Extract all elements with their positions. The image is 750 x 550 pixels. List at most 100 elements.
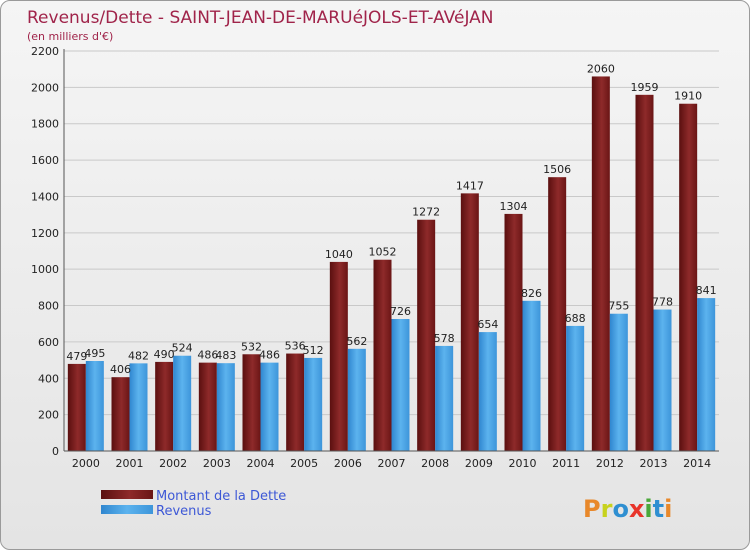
bar-revenus: [173, 355, 192, 451]
bar-dette: [242, 354, 261, 451]
y-tick-label: 1200: [31, 227, 59, 240]
x-tick-label: 2014: [683, 457, 711, 470]
x-tick-label: 2005: [290, 457, 318, 470]
y-tick-label: 2000: [31, 81, 59, 94]
brand-letter: i: [644, 495, 652, 523]
data-label: 1040: [325, 248, 353, 261]
brand-letter: o: [612, 495, 629, 523]
x-tick-label: 2012: [596, 457, 624, 470]
bar-dette: [286, 353, 305, 451]
bar-revenus: [304, 357, 323, 451]
x-tick-label: 2007: [378, 457, 406, 470]
data-label: 1417: [456, 179, 484, 192]
legend-label-revenus: Revenus: [156, 504, 212, 519]
x-tick-label: 2010: [509, 457, 537, 470]
data-label: 490: [154, 348, 175, 361]
legend-swatch-revenus: [101, 505, 153, 514]
bar-dette: [417, 219, 436, 451]
legend-label-dette: Montant de la Dette: [156, 489, 286, 504]
bar-dette: [329, 261, 348, 451]
x-tick-label: 2011: [552, 457, 580, 470]
bar-dette: [373, 259, 392, 451]
y-tick-label: 2200: [31, 45, 59, 58]
data-label: 486: [197, 349, 218, 362]
x-tick-label: 2000: [72, 457, 100, 470]
brand-letter: i: [664, 495, 672, 523]
data-label: 726: [390, 305, 411, 318]
data-label: 755: [608, 300, 629, 313]
data-label: 482: [128, 349, 149, 362]
bar-revenus: [129, 363, 148, 451]
data-label: 1959: [631, 81, 659, 94]
chart-title: Revenus/Dette - SAINT-JEAN-DE-MARUéJOLS-…: [27, 8, 494, 28]
legend-swatch-dette: [101, 490, 153, 499]
bar-revenus: [216, 363, 235, 451]
x-tick-label: 2004: [247, 457, 275, 470]
x-tick-label: 2008: [421, 457, 449, 470]
data-label: 536: [285, 340, 306, 353]
data-label: 1506: [543, 163, 571, 176]
y-tick-label: 1400: [31, 190, 59, 203]
data-label: 479: [66, 350, 87, 363]
bar-revenus: [478, 332, 497, 451]
y-tick-label: 200: [38, 409, 59, 422]
data-label: 532: [241, 340, 262, 353]
bar-revenus: [260, 362, 279, 451]
bar-revenus: [522, 300, 541, 451]
x-tick-label: 2009: [465, 457, 493, 470]
y-tick-label: 1000: [31, 263, 59, 276]
brand-logo: Proxiti: [583, 495, 672, 523]
bar-revenus: [653, 309, 672, 451]
data-label: 2060: [587, 62, 615, 75]
bar-revenus: [435, 345, 454, 451]
bar-dette: [155, 361, 174, 451]
bar-dette: [111, 377, 130, 451]
data-label: 826: [521, 287, 542, 300]
data-label: 524: [172, 342, 193, 355]
data-label: 486: [259, 349, 280, 362]
brand-letter: t: [653, 495, 664, 523]
x-tick-label: 2006: [334, 457, 362, 470]
brand-letter: P: [583, 495, 601, 523]
bar-dette: [460, 193, 479, 451]
bar-dette: [198, 362, 217, 451]
data-label: 778: [652, 296, 673, 309]
bar-revenus: [566, 325, 585, 451]
y-tick-label: 800: [38, 300, 59, 313]
y-tick-label: 0: [52, 445, 59, 458]
y-tick-label: 600: [38, 336, 59, 349]
bar-revenus: [347, 348, 366, 451]
y-tick-label: 1600: [31, 154, 59, 167]
bar-dette: [635, 94, 654, 452]
chart-subtitle: (en milliers d'€): [27, 30, 113, 43]
data-label: 578: [434, 332, 455, 345]
data-label: 654: [477, 318, 498, 331]
data-label: 688: [565, 312, 586, 325]
x-tick-label: 2003: [203, 457, 231, 470]
bar-dette: [67, 363, 86, 451]
data-label: 483: [215, 349, 236, 362]
bar-dette: [504, 213, 523, 451]
bar-revenus: [609, 313, 628, 451]
y-tick-label: 1800: [31, 118, 59, 131]
data-label: 512: [303, 344, 324, 357]
legend: Montant de la Dette Revenus: [101, 489, 286, 519]
data-label: 562: [346, 335, 367, 348]
bar-revenus: [391, 319, 410, 451]
bar-revenus: [85, 361, 104, 451]
brand-letter: r: [601, 495, 613, 523]
x-tick-label: 2001: [116, 457, 144, 470]
data-label: 1304: [500, 200, 528, 213]
data-label: 495: [84, 347, 105, 360]
data-label: 1910: [674, 90, 702, 103]
y-tick-label: 400: [38, 372, 59, 385]
bar-dette: [548, 177, 567, 451]
x-tick-label: 2013: [640, 457, 668, 470]
data-label: 406: [110, 363, 131, 376]
axes: 0 200 400 600 800 1000 1200 1400 1600 1800 2000 220…: [31, 45, 719, 470]
brand-letter: x: [629, 495, 645, 523]
data-label: 1272: [412, 206, 440, 219]
